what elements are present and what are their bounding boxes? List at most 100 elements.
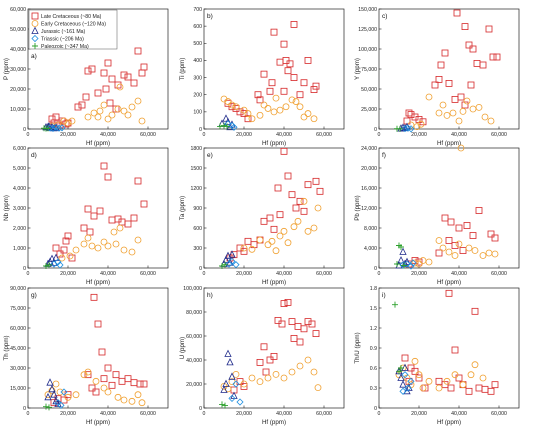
data-point [435, 237, 443, 244]
panel-letter: f) [382, 152, 386, 159]
x-tick-label: 20,000 [236, 132, 252, 138]
data-point [425, 93, 433, 101]
panel-letter: c) [382, 13, 387, 20]
x-tick-label: 20,000 [236, 411, 252, 417]
data-point [286, 60, 294, 68]
data-point [68, 254, 76, 262]
x-axis-label: Hf (ppm) [86, 419, 110, 426]
y-axis-label: U (ppm) [179, 337, 186, 359]
data-point [493, 53, 501, 61]
data-point [399, 387, 407, 395]
data-point [401, 125, 409, 133]
data-point [481, 113, 489, 121]
data-point [465, 387, 473, 395]
data-point [268, 237, 276, 245]
series-diamond [50, 258, 64, 269]
data-point [457, 144, 465, 152]
y-axis-label: Ti (ppm) [179, 58, 186, 81]
data-point [282, 103, 290, 111]
data-point [471, 247, 479, 254]
data-point [312, 330, 320, 338]
data-point [120, 396, 128, 404]
data-point [262, 368, 270, 376]
data-point [62, 237, 70, 245]
data-point [134, 236, 142, 244]
data-point [58, 254, 66, 262]
data-point [60, 246, 68, 254]
data-point [296, 103, 304, 111]
y-axis-label: Y (ppm) [354, 58, 361, 80]
data-point [274, 316, 282, 324]
data-point [96, 207, 104, 215]
series-circle [411, 144, 499, 268]
data-point [108, 111, 116, 119]
data-point [94, 320, 102, 328]
y-tick-label: 40,000 [186, 358, 202, 364]
data-point [222, 379, 230, 387]
data-point [232, 380, 240, 388]
data-point [397, 256, 405, 264]
data-point [228, 372, 236, 380]
y-tick-label: 300 [193, 75, 202, 81]
data-point [304, 57, 312, 64]
y-tick-label: 80,000 [186, 310, 202, 316]
data-point [240, 106, 248, 114]
data-point [487, 117, 495, 125]
data-point [254, 91, 262, 99]
data-point [264, 105, 272, 112]
series-circle [220, 94, 318, 123]
x-tick-label: 60,000 [491, 132, 507, 138]
y-tick-label: 50,000 [10, 27, 26, 33]
data-point [398, 244, 404, 250]
data-point [260, 101, 268, 109]
x-tick-label: 40,000 [451, 132, 467, 138]
data-point [248, 245, 256, 253]
y-tick-label: 0 [199, 127, 202, 133]
data-point [266, 356, 274, 364]
series-circle [240, 197, 322, 255]
data-point [310, 368, 318, 376]
data-point [463, 97, 471, 105]
y-tick-label: 0 [199, 266, 202, 272]
series-plus [41, 125, 51, 132]
x-tick-label: 20,000 [60, 271, 76, 277]
data-point [48, 384, 56, 393]
data-point [457, 93, 465, 101]
data-point [399, 247, 407, 255]
data-point [310, 224, 318, 232]
y-tick-label: 90,000 [10, 286, 26, 292]
data-point [228, 257, 236, 265]
data-point [397, 125, 403, 132]
data-point [220, 259, 228, 267]
series-circle [58, 224, 142, 262]
data-point [84, 368, 92, 376]
data-point [272, 370, 280, 378]
data-point [114, 81, 122, 89]
y-tick-label: 200 [193, 93, 202, 99]
y-tick-label: 30,000 [10, 67, 26, 73]
data-point [280, 40, 288, 48]
data-point [479, 374, 487, 382]
data-point [270, 225, 278, 233]
data-point [94, 113, 102, 121]
data-point [404, 384, 412, 392]
data-point [74, 103, 82, 111]
data-point [419, 118, 427, 126]
data-point [296, 197, 304, 205]
data-point [84, 113, 92, 121]
data-point [112, 371, 120, 379]
y-axis-label: Th (ppm) [3, 335, 10, 360]
series-circle [48, 83, 146, 130]
data-point [98, 348, 106, 356]
data-point [120, 107, 128, 115]
x-axis-label: Hf (ppm) [437, 140, 461, 147]
data-point [224, 98, 232, 105]
data-point [292, 98, 300, 105]
data-point [401, 371, 409, 379]
data-point [284, 239, 292, 247]
x-tick-label: 40,000 [100, 271, 116, 277]
data-point [407, 262, 415, 270]
data-point [443, 377, 451, 385]
y-tick-label: 20,000 [361, 166, 377, 172]
data-point [236, 398, 244, 406]
